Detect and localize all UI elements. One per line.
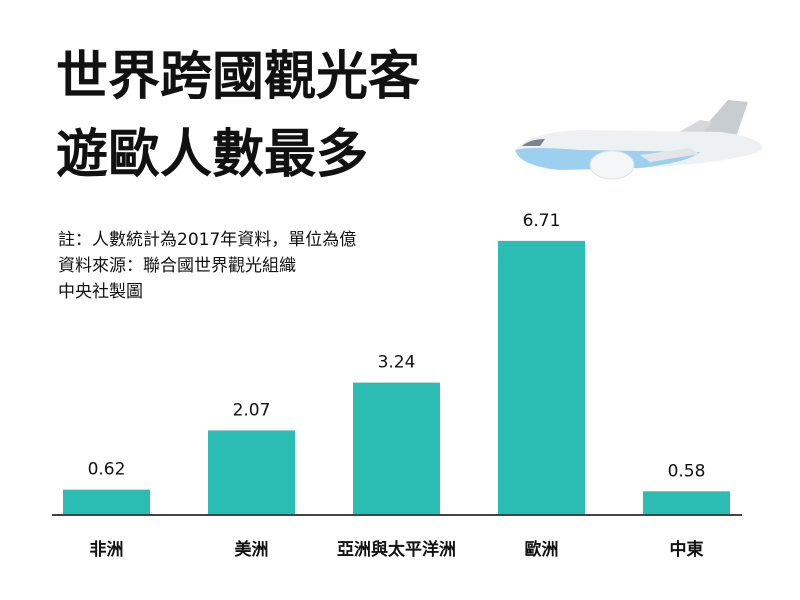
cockpit — [522, 139, 545, 146]
bar — [353, 382, 440, 515]
x-tick-label: 中東 — [670, 539, 704, 560]
wing-lower — [640, 148, 700, 162]
chart-title: 遊歐人數最多 — [56, 125, 368, 185]
value-label: 6.71 — [523, 211, 561, 231]
value-label: 0.58 — [668, 461, 706, 481]
x-tick-label: 亞洲與太平洋洲 — [337, 539, 456, 560]
note: 資料來源：聯合國世界觀光組織 — [58, 256, 296, 276]
note: 中央社製圖 — [58, 282, 143, 302]
bar — [63, 489, 150, 515]
airplane — [515, 100, 763, 180]
chart-title: 世界跨國觀光客 — [56, 47, 420, 107]
bar — [208, 430, 295, 515]
value-label: 2.07 — [233, 400, 271, 420]
bar — [643, 491, 730, 515]
value-label: 0.62 — [88, 460, 126, 480]
x-tick-label: 美洲 — [235, 539, 269, 560]
note: 註：人數統計為2017年資料，單位為億 — [58, 230, 356, 250]
value-label: 3.24 — [378, 353, 416, 373]
tail-fin — [700, 100, 748, 140]
x-tick-label: 歐洲 — [525, 539, 559, 560]
engine — [589, 150, 635, 180]
bar — [498, 240, 585, 515]
x-tick-label: 非洲 — [90, 539, 124, 560]
